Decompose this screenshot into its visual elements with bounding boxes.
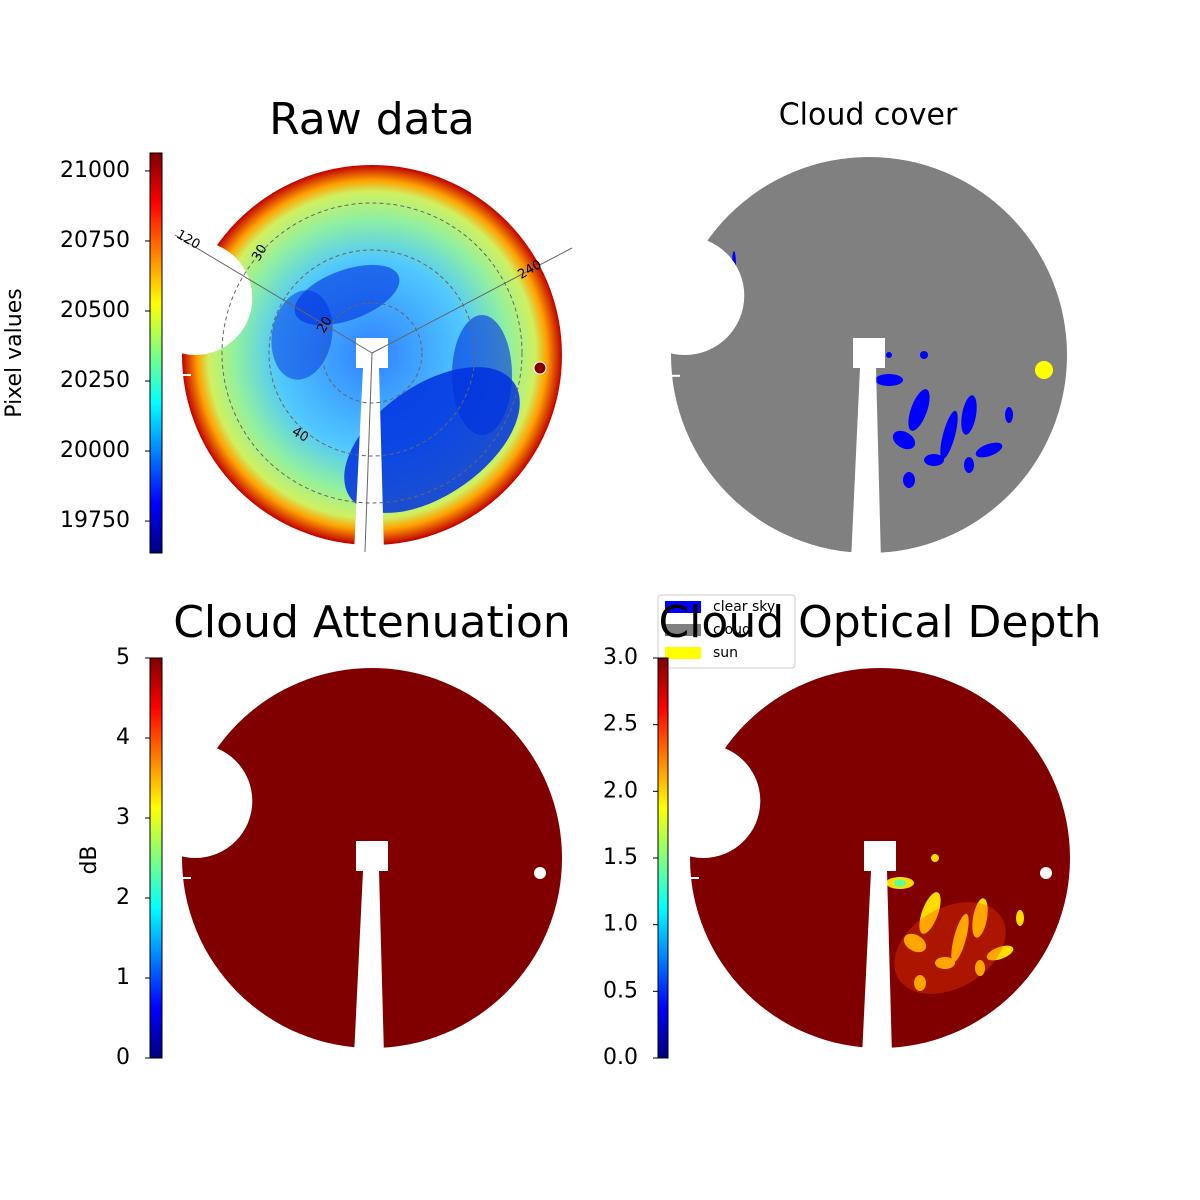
colorbar-tick-label: 20500 bbox=[60, 298, 130, 323]
colorbar-tick-label: 1 bbox=[116, 965, 130, 990]
sun bbox=[1035, 361, 1053, 379]
pattern-patch bbox=[975, 442, 1003, 458]
pattern-patch bbox=[975, 960, 985, 976]
pattern-patch bbox=[271, 290, 333, 380]
pattern-patch bbox=[986, 945, 1014, 961]
polar-axis bbox=[364, 352, 373, 553]
colorbar-label: dB bbox=[77, 845, 102, 874]
colorbar bbox=[149, 657, 163, 1059]
sun bbox=[533, 361, 547, 375]
colorbar-tick-label: 0 bbox=[116, 1045, 130, 1070]
sun bbox=[534, 867, 546, 879]
shadowband-head bbox=[356, 841, 388, 871]
colorbar-label: Pixel values bbox=[2, 288, 27, 417]
colorbar-tick-label: 0.0 bbox=[603, 1045, 638, 1070]
pattern-patch bbox=[903, 933, 927, 953]
obstruction bbox=[625, 236, 745, 355]
polar-label: 40 bbox=[289, 424, 311, 445]
legend-swatch bbox=[665, 601, 701, 613]
colorbar-tick-label: 3 bbox=[116, 805, 130, 830]
obstruction bbox=[666, 374, 680, 377]
pattern-patch bbox=[1005, 407, 1013, 423]
panel: Cloud Attenuation 0 1 2 3 4 5 dB bbox=[77, 597, 571, 1070]
obstruction bbox=[138, 241, 253, 355]
pattern-patch bbox=[452, 315, 512, 435]
obstruction bbox=[138, 744, 253, 858]
colorbar-tick-label: 0.5 bbox=[603, 978, 638, 1003]
colorbar-tick-label: 19750 bbox=[60, 508, 130, 533]
obstruction bbox=[177, 374, 191, 376]
pattern-patch bbox=[914, 975, 926, 991]
colorbar-tick-label: 1.5 bbox=[603, 845, 638, 870]
colorbar-tick-label: 3.0 bbox=[603, 645, 638, 670]
colorbar-tick-label: 5 bbox=[116, 645, 130, 670]
legend-swatch bbox=[665, 624, 701, 636]
pattern-patch bbox=[894, 879, 906, 887]
pattern-patch bbox=[961, 395, 977, 435]
obstruction bbox=[685, 877, 699, 879]
polar-label: 20 bbox=[314, 314, 335, 336]
pattern-patch bbox=[920, 351, 928, 359]
pattern-patch bbox=[919, 892, 941, 934]
sun bbox=[1040, 867, 1052, 879]
pattern-patch bbox=[908, 389, 930, 431]
polar-grid bbox=[221, 202, 523, 504]
legend-label: sun bbox=[713, 645, 738, 661]
pattern-patch bbox=[931, 854, 939, 862]
colorbar-tick-label: 20250 bbox=[60, 368, 130, 393]
polar-axis bbox=[371, 247, 573, 354]
pattern-patch bbox=[972, 898, 988, 938]
polar-label: 30 bbox=[249, 242, 270, 264]
colorbar-tick-label: 20000 bbox=[60, 438, 130, 463]
colorbar-tick-label: 1.0 bbox=[603, 912, 638, 937]
panel-title: Cloud Attenuation bbox=[173, 597, 571, 648]
colorbar bbox=[657, 657, 669, 1059]
polar-grid bbox=[321, 302, 423, 404]
pattern-patch bbox=[875, 374, 903, 386]
shadowband-head bbox=[853, 338, 885, 368]
shadowband-head bbox=[864, 841, 896, 871]
colorbar-tick-label: 20750 bbox=[60, 228, 130, 253]
panel: Cloud cover bbox=[625, 98, 1067, 561]
panel-title: Cloud Optical Depth bbox=[658, 597, 1101, 648]
panel-title: Raw data bbox=[269, 94, 475, 145]
polar-axis bbox=[174, 234, 373, 354]
obstruction bbox=[646, 744, 761, 858]
colorbar-tick-label: 21000 bbox=[60, 158, 130, 183]
pattern-patch bbox=[940, 410, 958, 460]
pattern-patch bbox=[935, 957, 955, 969]
shadowband-arm bbox=[354, 871, 384, 1056]
panel: 0.0 0.5 1.0 1.5 2.0 2.5 3.0 bbox=[603, 645, 1070, 1070]
colorbar-tick-label: 2.5 bbox=[603, 712, 638, 737]
pattern-patch bbox=[964, 457, 974, 473]
polar-grid bbox=[268, 249, 476, 457]
legend-swatch bbox=[665, 647, 701, 659]
colorbar-tick-label: 2.0 bbox=[603, 778, 638, 803]
shadowband-arm bbox=[851, 368, 881, 561]
panel-title: Cloud cover bbox=[779, 98, 958, 133]
panel: Raw data12030240204019750200002025020500… bbox=[2, 94, 573, 554]
legend-label: clear sky bbox=[713, 599, 775, 615]
pattern-patch bbox=[903, 472, 915, 488]
pattern-patch bbox=[951, 913, 969, 963]
pattern-patch bbox=[886, 352, 892, 358]
obstruction bbox=[177, 877, 191, 879]
colorbar-tick-label: 4 bbox=[116, 725, 130, 750]
colorbar-tick-label: 2 bbox=[116, 885, 130, 910]
pattern-patch bbox=[894, 902, 1006, 994]
legend: clear sky cloud sun bbox=[657, 594, 796, 669]
shadowband-arm bbox=[354, 368, 384, 553]
pattern-patch bbox=[892, 430, 916, 450]
pattern-patch bbox=[1016, 910, 1024, 926]
shadowband-arm bbox=[862, 871, 892, 1056]
pattern-patch bbox=[924, 454, 944, 466]
legend-label: cloud bbox=[713, 622, 751, 638]
colorbar bbox=[149, 152, 163, 554]
